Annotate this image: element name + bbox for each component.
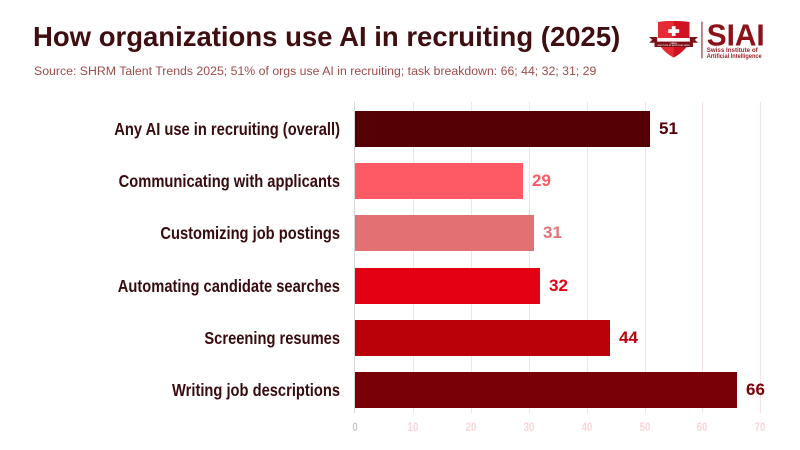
svg-text:Swiss Institute of: Swiss Institute of [707, 47, 759, 54]
svg-text:INSTITUTE OF ARTIFICIAL INTEL: INSTITUTE OF ARTIFICIAL INTEL [658, 44, 690, 47]
svg-text:SIAI: SIAI [707, 17, 765, 52]
svg-text:Artificial Intelligence: Artificial Intelligence [707, 53, 762, 60]
svg-text:SWISS: SWISS [671, 43, 678, 45]
